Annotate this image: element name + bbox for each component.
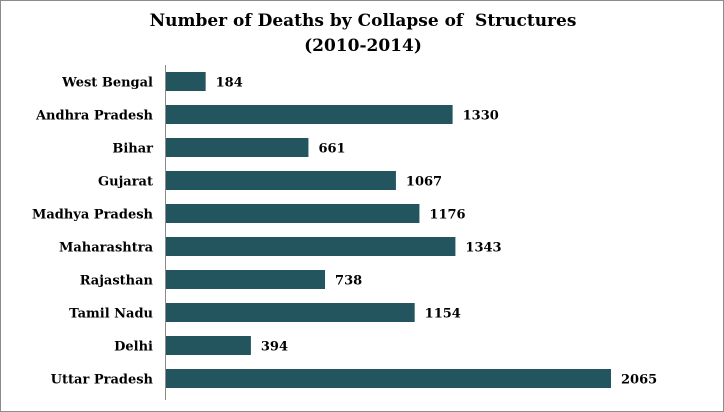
value-label-8: 394 — [261, 340, 288, 355]
value-label-4: 1176 — [429, 208, 465, 223]
bars-group: West Bengal 184 Andhra Pradesh 1330 Bihar 661… — [32, 72, 657, 388]
value-label-5: 1343 — [465, 241, 501, 256]
category-label-1: Andhra Pradesh — [35, 109, 154, 124]
value-label-9: 2065 — [621, 373, 657, 388]
category-label-9: Uttar Pradesh — [51, 373, 154, 388]
chart-title-line-2: (2010-2014) — [304, 36, 422, 56]
bar-6 — [166, 270, 326, 289]
value-label-3: 1067 — [406, 175, 442, 190]
bar-7 — [166, 303, 415, 322]
bar-4 — [166, 204, 420, 223]
bar-9 — [166, 369, 611, 388]
value-label-6: 738 — [335, 274, 362, 289]
bar-3 — [166, 171, 396, 190]
category-label-4: Madhya Pradesh — [32, 208, 154, 223]
bar-1 — [166, 105, 453, 124]
value-label-2: 661 — [318, 142, 345, 157]
bar-5 — [166, 237, 456, 256]
value-label-0: 184 — [216, 76, 243, 91]
category-label-0: West Bengal — [61, 76, 153, 91]
bar-2 — [166, 138, 309, 157]
value-label-7: 1154 — [425, 307, 461, 322]
category-label-3: Gujarat — [98, 175, 153, 190]
category-label-2: Bihar — [112, 142, 153, 157]
bar-0 — [166, 72, 206, 91]
bar-8 — [166, 336, 251, 355]
chart-title-line-1: Number of Deaths by Collapse of Structur… — [149, 11, 577, 31]
category-label-7: Tamil Nadu — [69, 307, 153, 322]
category-label-6: Rajasthan — [80, 274, 154, 289]
chart-title: Number of Deaths by Collapse of Structur… — [1, 9, 723, 59]
value-label-1: 1330 — [463, 109, 499, 124]
category-label-8: Delhi — [114, 340, 153, 355]
category-label-5: Maharashtra — [59, 241, 154, 256]
